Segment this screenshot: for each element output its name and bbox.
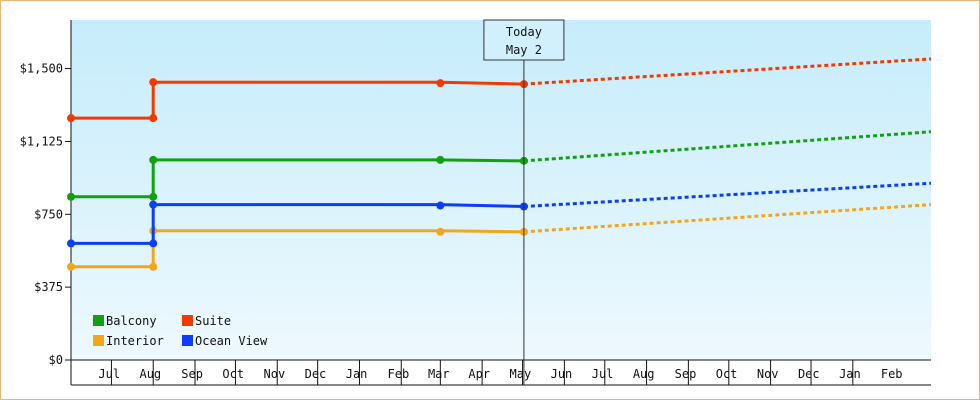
- x-tick-label: May: [510, 367, 532, 381]
- x-tick-label: Jul: [592, 367, 614, 381]
- x-tick-label: Feb: [881, 367, 903, 381]
- plot-background: [71, 20, 931, 360]
- x-tick-label: Jan: [346, 367, 368, 381]
- today-date: May 2: [506, 43, 542, 57]
- forecast-line-interior: [523, 203, 932, 234]
- data-point-balcony: [149, 155, 158, 164]
- y-tick-label: $1,500: [20, 62, 63, 76]
- x-tick-label: Jul: [98, 367, 120, 381]
- x-tick-label: Aug: [139, 367, 161, 381]
- x-tick-label: Dec: [305, 367, 327, 381]
- y-tick-label: $375: [34, 280, 63, 294]
- x-tick-label: Feb: [388, 367, 410, 381]
- data-point-suite: [149, 114, 158, 123]
- legend-label-suite: Suite: [195, 314, 231, 328]
- y-tick-label: $1,125: [20, 134, 63, 148]
- data-point-ocean-view: [149, 239, 158, 248]
- data-point-interior: [149, 262, 158, 271]
- legend-swatch-interior: [93, 335, 104, 346]
- x-tick-label: Jun: [551, 367, 573, 381]
- legend: Balcony Suite Interior Ocean View: [93, 314, 268, 348]
- legend-swatch-ocean-view: [182, 335, 193, 346]
- x-tick-label: Nov: [264, 367, 286, 381]
- data-point-balcony: [149, 192, 158, 201]
- legend-label-ocean-view: Ocean View: [195, 334, 268, 348]
- data-point-suite: [436, 79, 445, 88]
- x-tick-label: Oct: [222, 367, 244, 381]
- data-point-suite: [67, 114, 75, 123]
- y-tick-label: $0: [49, 353, 63, 367]
- forecast-line-ocean-view: [523, 181, 932, 208]
- x-axis: Jul Aug Sep Oct Nov Dec Jan Feb Mar Apr May Jun Jul A…: [70, 359, 931, 386]
- forecast-line-suite: [523, 57, 932, 86]
- legend-swatch-suite: [182, 315, 193, 326]
- data-point-suite: [149, 78, 158, 87]
- series-layer: [67, 57, 932, 271]
- x-tick-label: Oct: [716, 367, 738, 381]
- data-point-ocean-view: [436, 201, 445, 210]
- x-tick-label: Dec: [798, 367, 820, 381]
- y-axis: $0 $375 $750 $1,125 $1,500: [20, 20, 72, 367]
- x-tick-label: Nov: [757, 367, 779, 381]
- legend-label-interior: Interior: [106, 334, 164, 348]
- x-tick-label: Mar: [428, 367, 450, 381]
- today-marker: Today May 2: [483, 19, 565, 385]
- x-tick-label: Sep: [181, 367, 203, 381]
- data-point-ocean-view: [149, 200, 158, 209]
- data-point-ocean-view: [67, 239, 75, 248]
- today-box: [483, 19, 565, 61]
- forecast-line-balcony: [523, 130, 932, 163]
- legend-swatch-balcony: [93, 315, 104, 326]
- x-tick-label: Jan: [839, 367, 861, 381]
- data-point-balcony: [67, 192, 75, 201]
- legend-label-balcony: Balcony: [106, 314, 157, 328]
- x-tick-label: Aug: [633, 367, 655, 381]
- data-point-interior: [67, 262, 75, 271]
- data-point-balcony: [436, 155, 445, 164]
- x-tick-label: Apr: [468, 367, 490, 381]
- x-tick-label: Sep: [675, 367, 697, 381]
- data-point-interior: [436, 227, 445, 236]
- y-tick-label: $750: [34, 207, 63, 221]
- today-label: Today: [506, 25, 542, 39]
